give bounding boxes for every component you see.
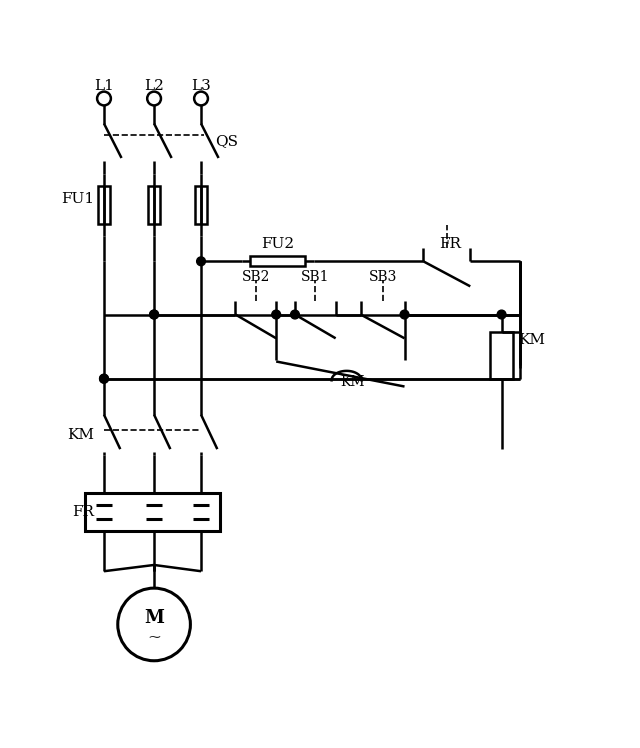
Text: FR: FR bbox=[439, 237, 461, 251]
Text: KM: KM bbox=[340, 375, 365, 388]
Circle shape bbox=[100, 374, 108, 383]
Bar bbox=[250, 257, 305, 266]
Circle shape bbox=[100, 374, 108, 383]
Bar bbox=[195, 186, 207, 224]
Circle shape bbox=[150, 310, 159, 319]
Text: SB1: SB1 bbox=[301, 270, 330, 284]
Circle shape bbox=[150, 310, 159, 319]
Text: FU2: FU2 bbox=[261, 237, 294, 251]
Bar bbox=[98, 186, 110, 224]
Bar bbox=[148, 186, 161, 224]
Circle shape bbox=[291, 310, 300, 319]
Bar bbox=[490, 331, 513, 378]
Text: M: M bbox=[144, 609, 164, 627]
Text: SB3: SB3 bbox=[369, 270, 397, 284]
Text: L2: L2 bbox=[144, 79, 164, 93]
Text: L1: L1 bbox=[94, 79, 114, 93]
Circle shape bbox=[196, 257, 205, 266]
Text: FR: FR bbox=[72, 505, 95, 519]
Text: L3: L3 bbox=[191, 79, 211, 93]
Text: SB2: SB2 bbox=[242, 270, 270, 284]
Text: FU1: FU1 bbox=[61, 191, 95, 206]
Text: QS: QS bbox=[215, 134, 238, 148]
Circle shape bbox=[497, 310, 506, 319]
Text: KM: KM bbox=[68, 428, 95, 442]
Bar bbox=[85, 493, 220, 530]
Text: ~: ~ bbox=[147, 628, 161, 646]
Circle shape bbox=[272, 310, 280, 319]
Text: KM: KM bbox=[518, 333, 545, 346]
Circle shape bbox=[400, 310, 409, 319]
